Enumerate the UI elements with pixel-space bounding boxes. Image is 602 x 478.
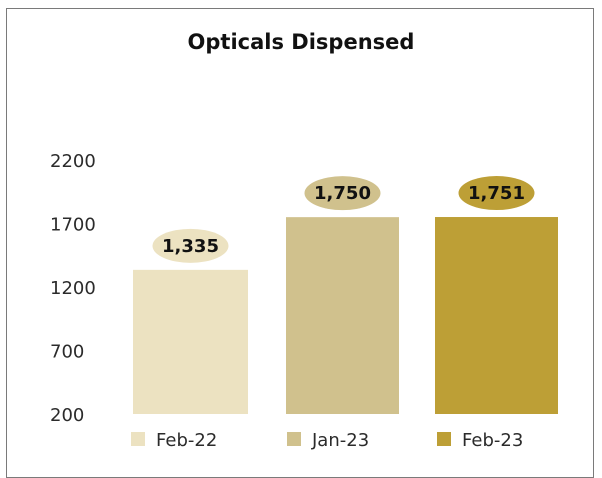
legend-swatch (287, 432, 301, 446)
y-tick-label: 700 (50, 342, 84, 363)
data-label: 1,335 (162, 236, 219, 257)
legend-swatch (437, 432, 451, 446)
bar-feb-22 (133, 269, 248, 414)
legend-swatch (131, 432, 145, 446)
y-tick-label: 1700 (50, 215, 96, 236)
data-label-bubble (458, 176, 535, 211)
y-tick-label: 1200 (50, 278, 96, 299)
data-label-bubble (152, 228, 229, 263)
y-tick-label: 2200 (50, 151, 96, 172)
bars (133, 217, 558, 414)
legend-label: Feb-23 (462, 430, 523, 451)
legend-label: Jan-23 (311, 430, 369, 451)
bar-jan-23 (286, 217, 399, 414)
bar-feb-23 (435, 217, 558, 414)
legend: Feb-22 Jan-23 Feb-23 (131, 430, 523, 451)
data-label: 1,750 (314, 183, 371, 204)
legend-label: Feb-22 (156, 430, 217, 451)
y-axis-ticks: 200 700 1200 1700 2200 (50, 151, 96, 426)
data-label: 1,751 (468, 183, 525, 204)
data-labels: 1,335 1,750 1,751 (152, 176, 535, 263)
data-label-bubble (304, 176, 381, 211)
chart-title: Opticals Dispensed (187, 30, 415, 54)
y-tick-label: 200 (50, 405, 84, 426)
